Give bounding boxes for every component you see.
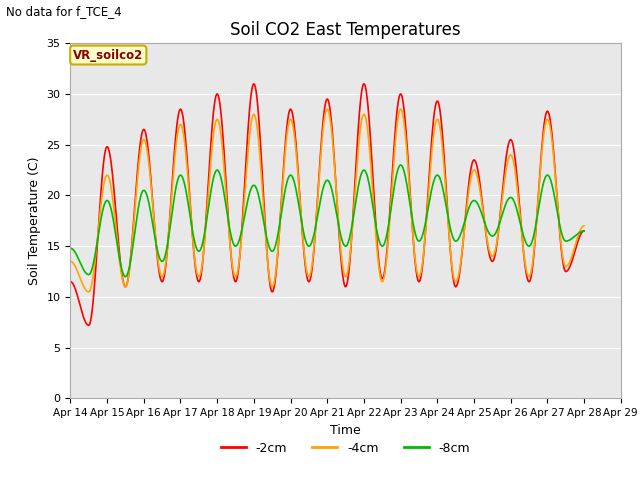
Title: Soil CO2 East Temperatures: Soil CO2 East Temperatures (230, 21, 461, 39)
-4cm (490, 253, 497, 259)
-8cm (122, 274, 129, 279)
-4cm (471, 168, 479, 174)
-8cm (580, 228, 588, 234)
-2cm (378, 275, 385, 280)
-8cm (577, 229, 585, 235)
Text: VR_soilco2: VR_soilco2 (73, 48, 143, 61)
-2cm (258, 162, 266, 168)
-8cm (471, 198, 479, 204)
Y-axis label: Soil Temperature (C): Soil Temperature (C) (28, 156, 41, 285)
Legend: -2cm, -4cm, -8cm: -2cm, -4cm, -8cm (216, 437, 476, 460)
-4cm (67, 259, 74, 264)
-4cm (298, 227, 306, 232)
-2cm (67, 279, 74, 285)
-2cm (85, 323, 93, 328)
-2cm (580, 228, 588, 234)
-8cm (490, 233, 497, 239)
-2cm (298, 229, 306, 235)
-4cm (85, 289, 93, 295)
-8cm (298, 222, 306, 228)
-2cm (471, 158, 479, 164)
Line: -2cm: -2cm (70, 84, 584, 325)
-2cm (490, 258, 497, 264)
Text: No data for f_TCE_4: No data for f_TCE_4 (6, 5, 122, 18)
-4cm (378, 278, 385, 284)
-8cm (397, 162, 404, 168)
Line: -8cm: -8cm (70, 165, 584, 276)
-2cm (577, 231, 585, 237)
-8cm (258, 207, 266, 213)
-2cm (250, 81, 258, 87)
Line: -4cm: -4cm (70, 109, 584, 292)
-4cm (580, 223, 588, 229)
-8cm (67, 245, 74, 251)
-4cm (577, 226, 585, 232)
-4cm (323, 106, 331, 112)
X-axis label: Time: Time (330, 424, 361, 437)
-8cm (378, 242, 385, 248)
-4cm (258, 176, 266, 182)
